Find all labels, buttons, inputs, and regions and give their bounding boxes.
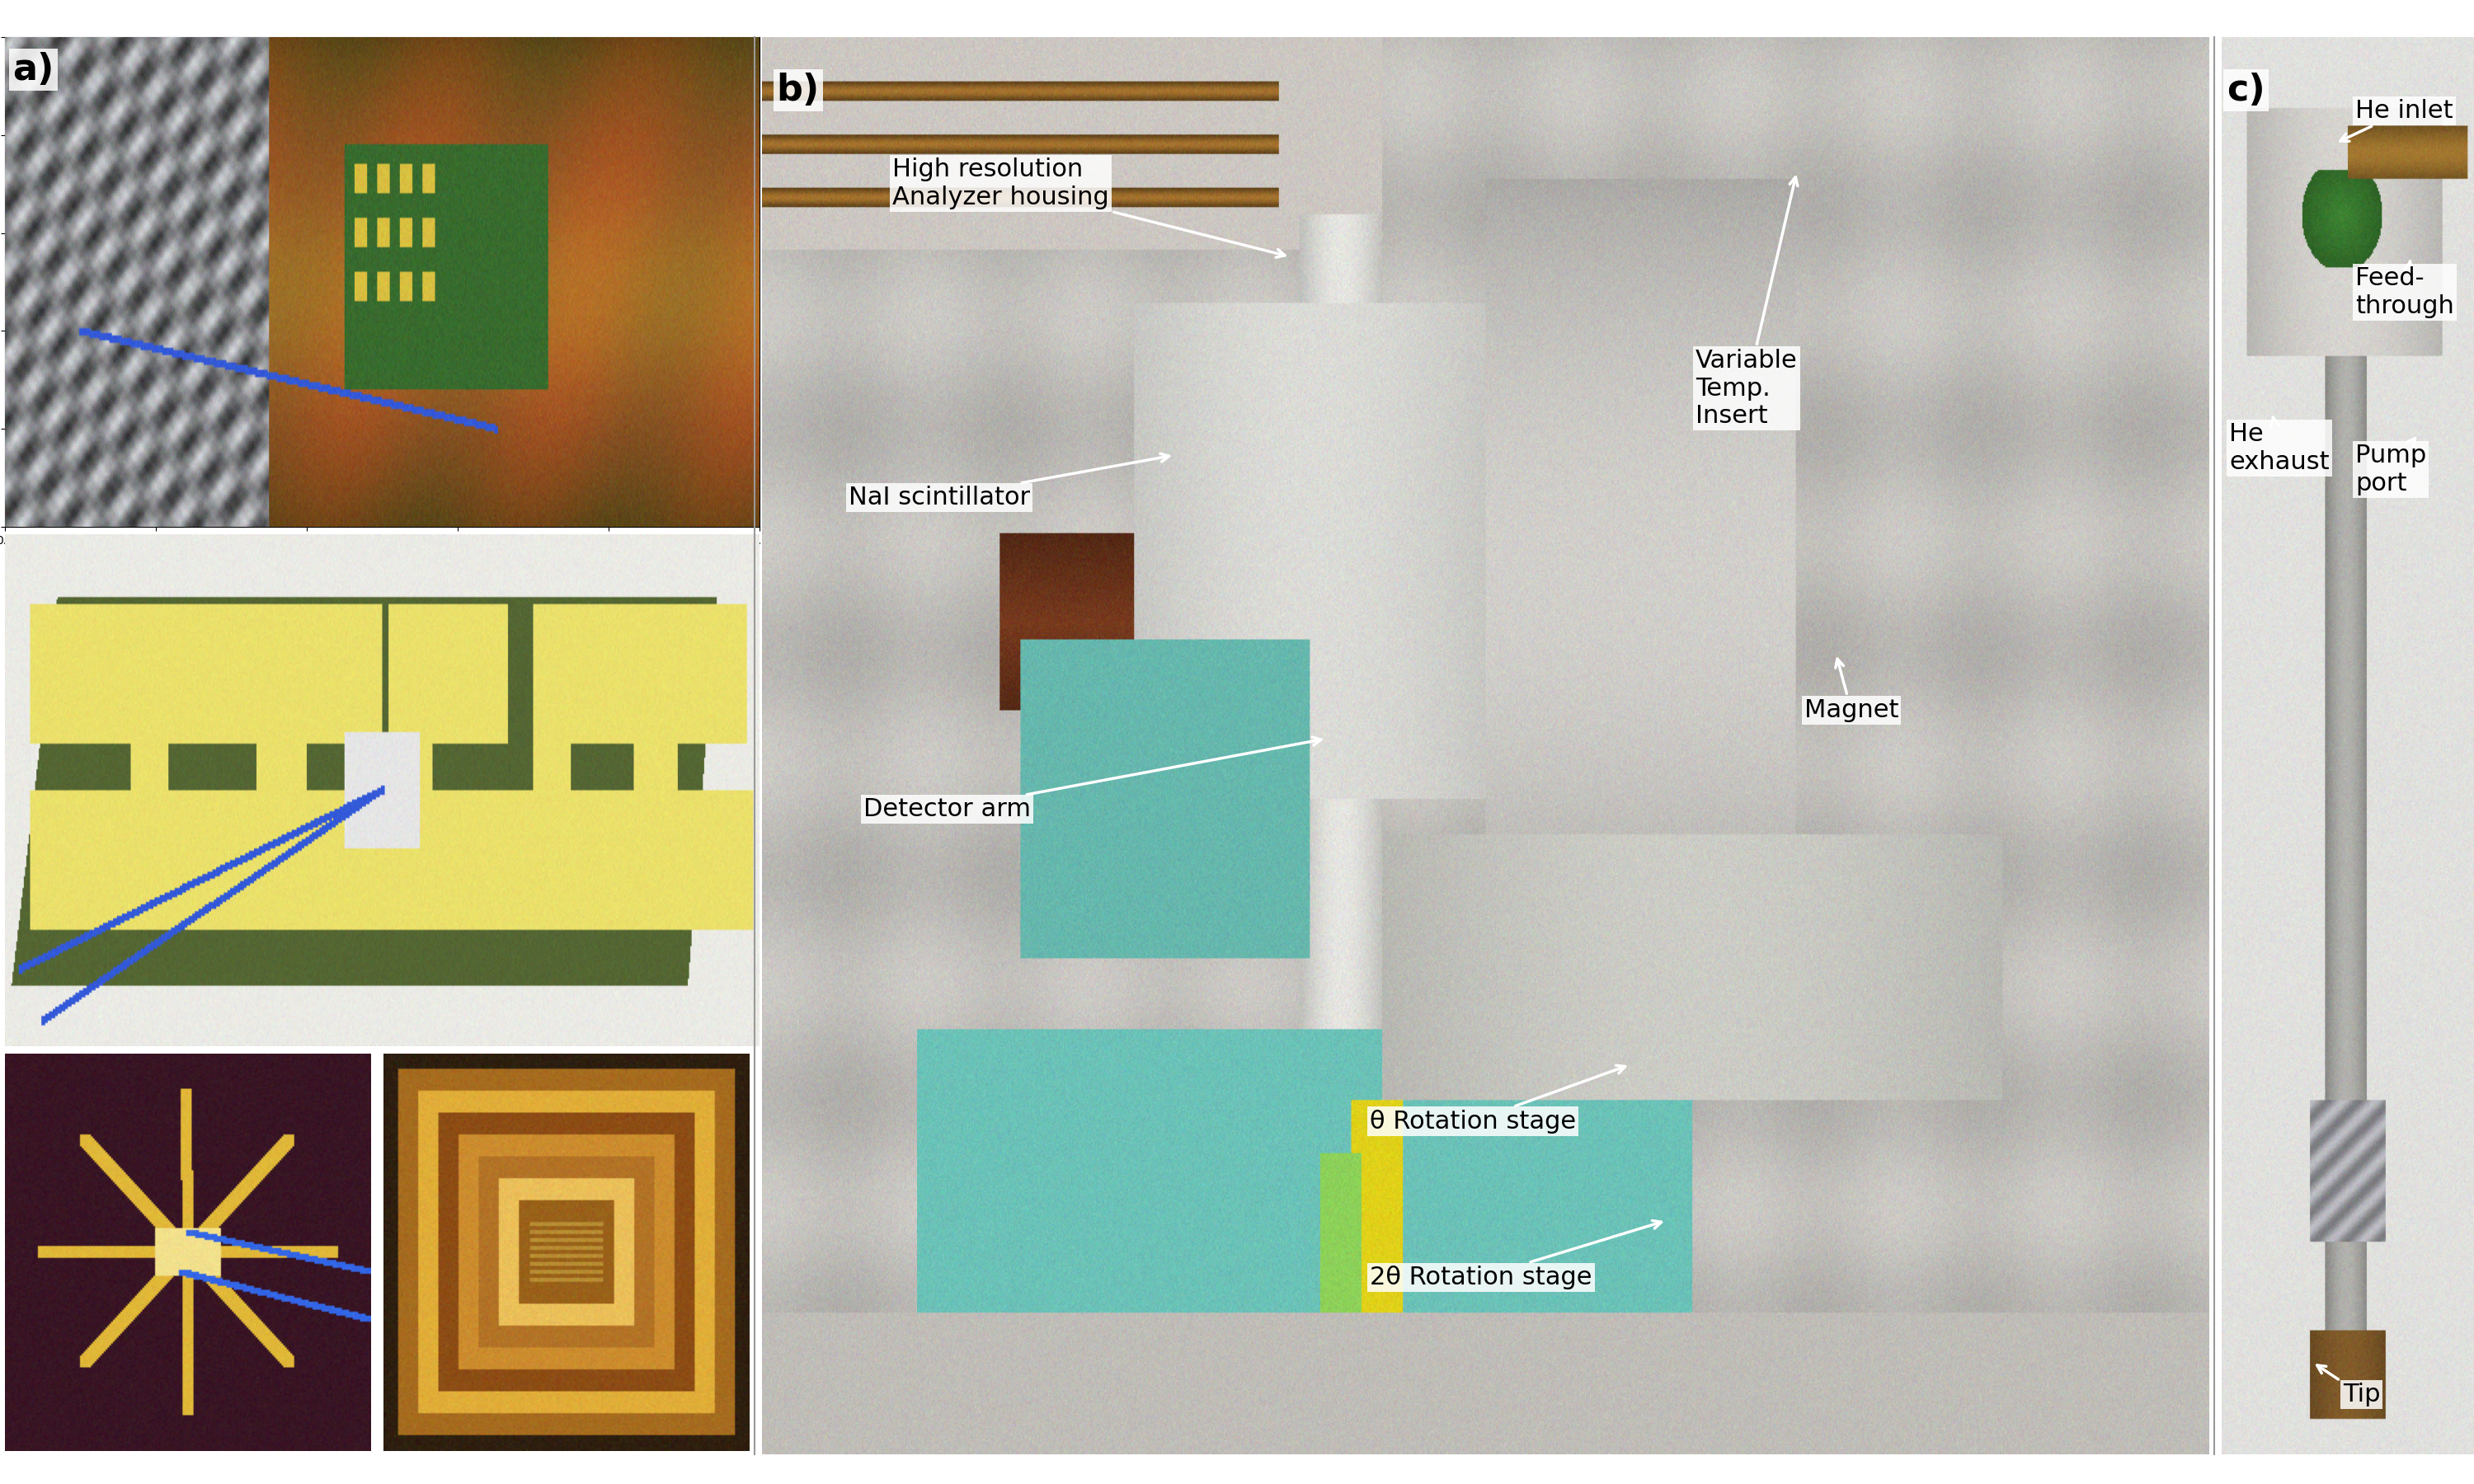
Text: He
exhaust: He exhaust xyxy=(2229,417,2331,473)
Text: θ Rotation stage: θ Rotation stage xyxy=(1371,1066,1625,1134)
Text: a): a) xyxy=(12,52,54,88)
Text: Tip: Tip xyxy=(2318,1365,2380,1407)
Text: Detector arm: Detector arm xyxy=(863,738,1321,822)
Text: High resolution
Analyzer housing: High resolution Analyzer housing xyxy=(893,157,1284,257)
Text: Magnet: Magnet xyxy=(1804,659,1898,723)
Text: He inlet: He inlet xyxy=(2340,99,2454,141)
Text: Feed-
through: Feed- through xyxy=(2355,261,2454,318)
Text: c): c) xyxy=(2227,73,2266,108)
Text: NaI scintillator: NaI scintillator xyxy=(849,454,1170,509)
Text: Variable
Temp.
Insert: Variable Temp. Insert xyxy=(1695,177,1799,429)
Text: 2θ Rotation stage: 2θ Rotation stage xyxy=(1371,1220,1663,1290)
Text: b): b) xyxy=(777,73,819,108)
Text: Pump
port: Pump port xyxy=(2355,438,2427,496)
